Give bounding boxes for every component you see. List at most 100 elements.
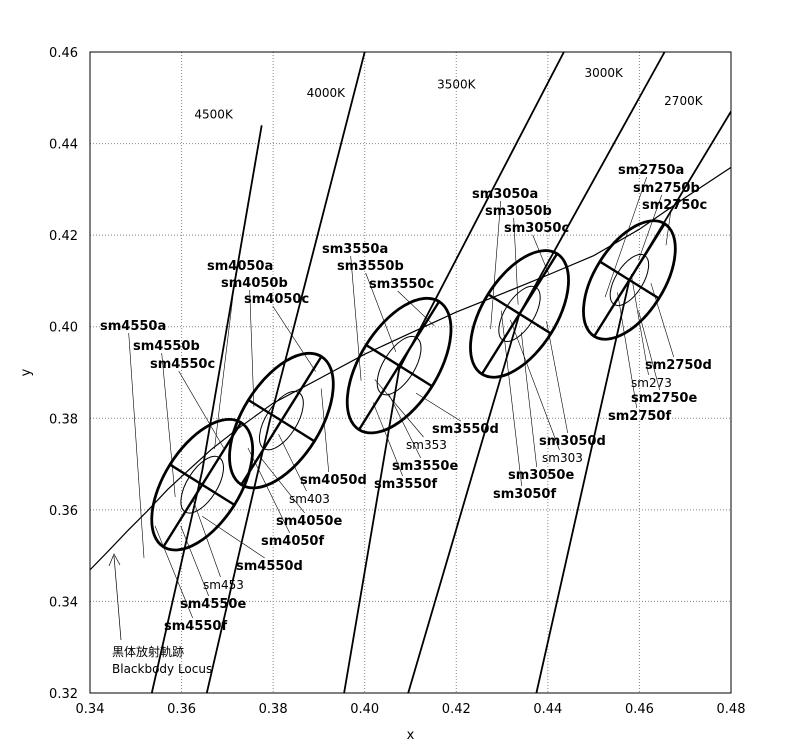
y-tick-label: 0.44	[49, 138, 78, 153]
isotherm-label-2700K: 2700K	[664, 94, 704, 108]
leader-line	[630, 274, 649, 376]
ellipses-layer	[150, 219, 677, 552]
blackbody-label-en: Blackbody Locus	[112, 662, 212, 676]
isotherm-line-4500K	[150, 125, 263, 693]
ellipse-label-sm4050d: sm4050d	[300, 473, 367, 488]
ellipse-label-sm3050c: sm3050c	[504, 221, 569, 236]
leader-line	[388, 393, 421, 459]
macadam-ellipse-group	[582, 219, 677, 341]
ellipse-label-sm4550b: sm4550b	[133, 339, 200, 354]
leader-line	[180, 525, 209, 597]
leader-line	[638, 194, 662, 261]
isotherm-label-4000K: 4000K	[307, 86, 347, 100]
leader-line	[500, 310, 522, 487]
leader-line	[320, 388, 329, 473]
isotherm-label-3000K: 3000K	[585, 66, 625, 80]
ellipse-minor-axis	[599, 260, 660, 300]
ellipse-label-sm4550d: sm4550d	[236, 559, 303, 574]
ellipse-label-sm2750a: sm2750a	[618, 163, 684, 178]
ellipse-label-sm3050e: sm3050e	[508, 468, 574, 483]
y-tick-label: 0.32	[49, 687, 78, 702]
ellipse-label-sm3050b: sm3050b	[485, 204, 552, 219]
leader-line	[521, 332, 537, 468]
ellipse-label-sm4050b: sm4050b	[221, 276, 288, 291]
ellipse-label-sm3550f: sm3550f	[374, 477, 437, 492]
macadam-ellipse-group	[345, 296, 453, 435]
leader-line	[214, 272, 236, 450]
blackbody-label-jp: 黒体放射軌跡	[112, 644, 184, 659]
leader-line	[161, 352, 176, 498]
y-tick-label: 0.40	[49, 321, 78, 336]
ellipse-label-sm4550c: sm4550c	[150, 357, 215, 372]
ellipse-label-sm3050d: sm3050d	[539, 434, 606, 449]
ellipse-label-sm2750e: sm2750e	[631, 391, 697, 406]
isotherm-label-3500K: 3500K	[437, 78, 477, 92]
y-tick-label: 0.46	[49, 46, 78, 61]
leader-line	[546, 321, 568, 434]
leader-line	[532, 234, 550, 275]
leader-line	[272, 305, 316, 372]
isotherm-label-4500K: 4500K	[194, 107, 234, 121]
ellipse-label-sm4050c: sm4050c	[244, 292, 309, 307]
macadam-ellipse-group	[228, 351, 335, 490]
ellipse-label-sm2750f: sm2750f	[608, 409, 671, 424]
x-tick-label: 0.36	[167, 702, 196, 717]
y-tick-label: 0.38	[49, 412, 78, 427]
ellipse-label-sm2750c: sm2750c	[642, 198, 707, 213]
leader-line	[192, 498, 221, 578]
leader-line	[513, 217, 519, 305]
ellipse-label-sm4050e: sm4050e	[276, 514, 342, 529]
ellipse-label-sm3550d: sm3550d	[432, 422, 499, 437]
isotherm-line-3500K	[343, 52, 565, 693]
x-tick-label: 0.38	[259, 702, 288, 717]
y-tick-label: 0.36	[49, 504, 78, 519]
leader-line	[128, 332, 145, 558]
plot-frame	[89, 51, 732, 694]
ellipse-label-sm3550b: sm3550b	[337, 259, 404, 274]
ellipse-label-sm273: sm273	[631, 376, 672, 390]
ellipse-label-sm2750b: sm2750b	[633, 181, 700, 196]
x-tick-label: 0.46	[625, 702, 654, 717]
y-axis-label: y	[19, 368, 34, 376]
ellipse-label-sm4050a: sm4050a	[207, 259, 273, 274]
isotherm-line-4000K	[205, 52, 366, 693]
ellipse-minor-axis	[487, 293, 552, 335]
x-tick-label: 0.48	[717, 702, 746, 717]
leader-line	[638, 310, 660, 391]
blackbody-arrow-head	[108, 553, 121, 567]
x-tick-label: 0.44	[533, 702, 562, 717]
leader-line	[374, 379, 424, 438]
leader-line	[202, 516, 265, 559]
ellipse-label-sm3550a: sm3550a	[322, 242, 388, 257]
leader-line	[665, 211, 671, 246]
leader-line	[397, 290, 435, 327]
leader-line	[154, 525, 193, 619]
ellipse-label-sm4550f: sm4550f	[164, 619, 227, 634]
ellipse-label-sm4050f: sm4050f	[261, 534, 324, 549]
ellipse-label-sm303: sm303	[542, 451, 583, 465]
ellipse-label-sm3550c: sm3550c	[369, 277, 434, 292]
ellipse-minor-axis	[365, 343, 433, 388]
ellipse-label-sm403: sm403	[289, 492, 330, 506]
ellipse-label-sm3050f: sm3050f	[493, 487, 556, 502]
leader-line	[350, 255, 362, 381]
leader-line	[365, 272, 397, 353]
ellipse-label-sm3550e: sm3550e	[392, 459, 458, 474]
leader-line	[650, 283, 674, 358]
ellipse-label-sm4550a: sm4550a	[100, 319, 166, 334]
leader-line	[510, 319, 560, 451]
ellipse-label-sm353: sm353	[406, 438, 447, 452]
leader-line	[604, 176, 647, 298]
macadam-ellipse-group	[469, 249, 570, 379]
x-tick-label: 0.40	[350, 702, 379, 717]
y-tick-label: 0.34	[49, 595, 78, 610]
leader-line	[490, 200, 501, 330]
text-layer: 0.34 0.36 0.38 0.40 0.42 0.44 0.46 0.480.320.34…	[49, 46, 745, 717]
leader-line	[249, 289, 255, 407]
ellipse-label-sm453: sm453	[203, 578, 244, 592]
ellipse-label-sm2750d: sm2750d	[645, 358, 712, 373]
y-tick-label: 0.42	[49, 229, 78, 244]
leader-line	[617, 292, 637, 409]
